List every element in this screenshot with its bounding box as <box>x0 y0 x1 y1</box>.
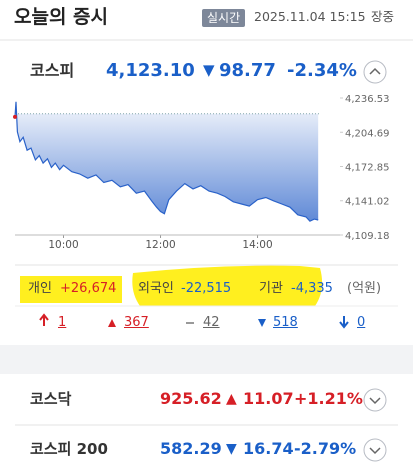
market-status: 장중 <box>371 9 395 24</box>
title: 오늘의 증시 <box>14 6 109 28</box>
index-change: 98.77 <box>219 60 276 81</box>
change-arrow: ▼ <box>203 61 215 79</box>
index-value: 4,123.10 <box>106 60 195 81</box>
start-dot <box>13 114 17 119</box>
index-change: 16.74 <box>243 439 294 458</box>
x-tick-label: 10:00 <box>48 239 78 251</box>
index-rate: +1.21% <box>294 389 363 408</box>
x-tick-label: 14:00 <box>242 239 272 251</box>
live-badge: 실시간 <box>202 9 246 27</box>
expand-button[interactable] <box>363 438 387 462</box>
down-count[interactable]: 518 <box>273 315 298 330</box>
price-line <box>14 101 319 222</box>
expand-button[interactable] <box>363 388 387 412</box>
lower-limit-count[interactable]: 0 <box>357 315 366 330</box>
intraday-chart: 4,236.53 4,204.69 4,172.85 4,141.02 4,109.18… <box>13 94 390 251</box>
index-rate: -2.79% <box>294 439 357 458</box>
index-name: 코스피 <box>30 61 75 80</box>
highlight <box>20 276 122 303</box>
investor-value: +26,674 <box>60 281 117 296</box>
area <box>15 101 319 222</box>
index-value: 582.29 <box>160 439 222 458</box>
investor-name: 개인 <box>28 281 52 296</box>
investor-value: -4,335 <box>291 281 333 296</box>
index-name: 코스닥 <box>30 390 72 408</box>
index-change: 11.07 <box>243 389 294 408</box>
unit: (억원) <box>347 281 382 296</box>
change-arrow: ▼ <box>226 441 237 457</box>
gap-band <box>0 345 413 374</box>
index-rate: -2.34% <box>287 60 357 81</box>
y-tick-label: 4,141.02 <box>345 197 390 208</box>
up-icon <box>108 319 116 327</box>
index-name: 코스피 200 <box>30 440 108 458</box>
y-tick-label: 4,172.85 <box>345 163 390 174</box>
investor-name: 기관 <box>259 281 283 296</box>
flat-count[interactable]: 42 <box>203 315 220 330</box>
investor-name: 외국인 <box>138 281 174 296</box>
highlight <box>132 265 323 306</box>
y-tick-label: 4,109.18 <box>345 231 390 242</box>
y-tick-label: 4,204.69 <box>345 128 390 139</box>
down-icon <box>258 319 266 327</box>
change-arrow: ▲ <box>226 391 237 407</box>
upper-limit-count[interactable]: 1 <box>58 315 67 330</box>
index-value: 925.62 <box>160 389 222 408</box>
y-tick-label: 4,236.53 <box>345 94 390 105</box>
datetime: 2025.11.04 15:15 <box>254 9 366 24</box>
x-tick-label: 12:00 <box>145 239 175 251</box>
up-count[interactable]: 367 <box>124 315 149 330</box>
lower-limit-icon <box>339 316 349 329</box>
investor-value: -22,515 <box>181 281 232 296</box>
upper-limit-icon <box>39 313 49 326</box>
expand-button[interactable] <box>363 60 387 84</box>
